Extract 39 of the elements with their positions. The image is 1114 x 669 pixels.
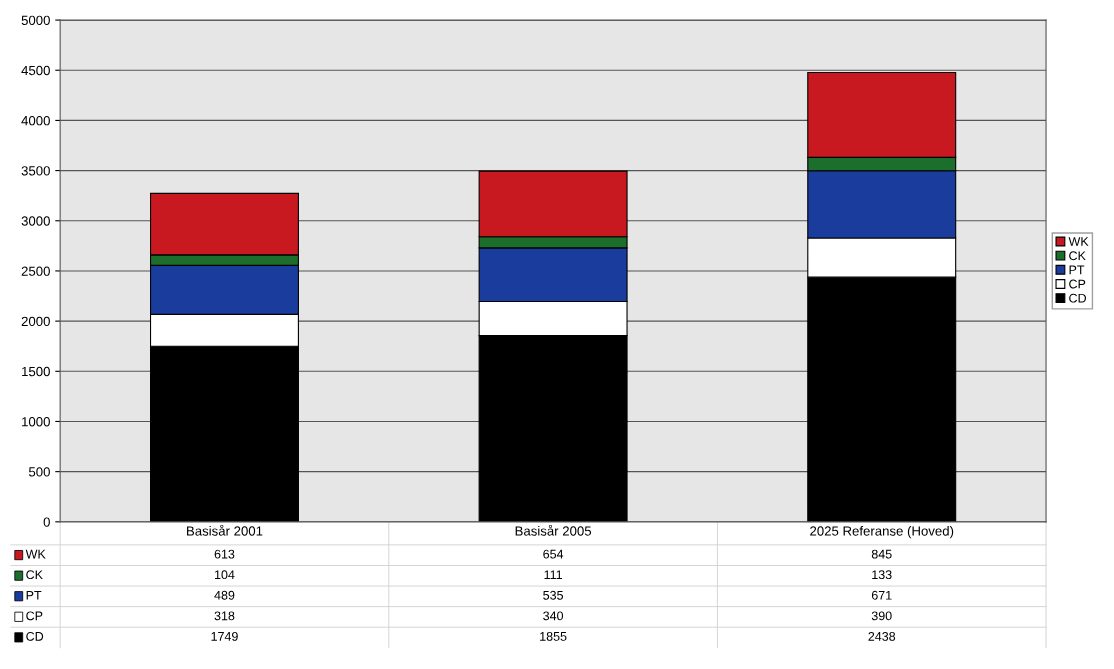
y-tick-label: 1500 — [22, 366, 50, 377]
text: PT — [26, 590, 42, 600]
y-tick-label: 500 — [28, 467, 50, 477]
text: CK — [26, 570, 43, 580]
legend-label: CK — [1069, 251, 1086, 261]
data-label: 318 — [214, 611, 235, 621]
data-label: 111 — [544, 570, 562, 579]
y-tick-label: 2500 — [21, 266, 50, 276]
legend-label: PT — [1069, 265, 1085, 275]
y-tick-label: 3500 — [21, 166, 50, 176]
data-label: 104 — [215, 570, 235, 580]
data-label: 390 — [871, 611, 892, 621]
data-label: 845 — [871, 549, 892, 559]
y-tick-label: 2000 — [21, 316, 50, 327]
y-tick-label: 4000 — [21, 115, 50, 126]
data-label: 1855 — [540, 631, 567, 641]
y-tick-label: 1000 — [22, 417, 50, 427]
data-label: 535 — [543, 590, 564, 600]
x-tick-label: Basisår 2005 — [515, 524, 592, 536]
y-tick-label: 0 — [43, 517, 50, 527]
y-tick-label: 3000 — [21, 216, 50, 226]
data-label: 671 — [871, 590, 892, 600]
y-tick-label: 5000 — [21, 15, 50, 25]
legend-label: WK — [1068, 237, 1089, 246]
text: CD — [26, 631, 44, 641]
x-tick-label: 2025 Referanse (Hoved) — [810, 525, 954, 539]
text: CP — [26, 611, 43, 621]
legend-label: CD — [1069, 293, 1086, 303]
text: WK — [25, 549, 46, 559]
data-label: 2438 — [868, 631, 896, 641]
data-label: 133 — [872, 570, 892, 580]
data-label: 489 — [214, 590, 235, 600]
y-tick-label: 4500 — [21, 65, 50, 76]
x-tick-label: Basisår 2001 — [187, 524, 263, 536]
data-label: 654 — [543, 549, 564, 559]
data-label: 1749 — [211, 631, 238, 641]
data-label: 340 — [543, 611, 564, 621]
data-label: 613 — [214, 549, 235, 559]
legend-label: CP — [1069, 279, 1086, 289]
